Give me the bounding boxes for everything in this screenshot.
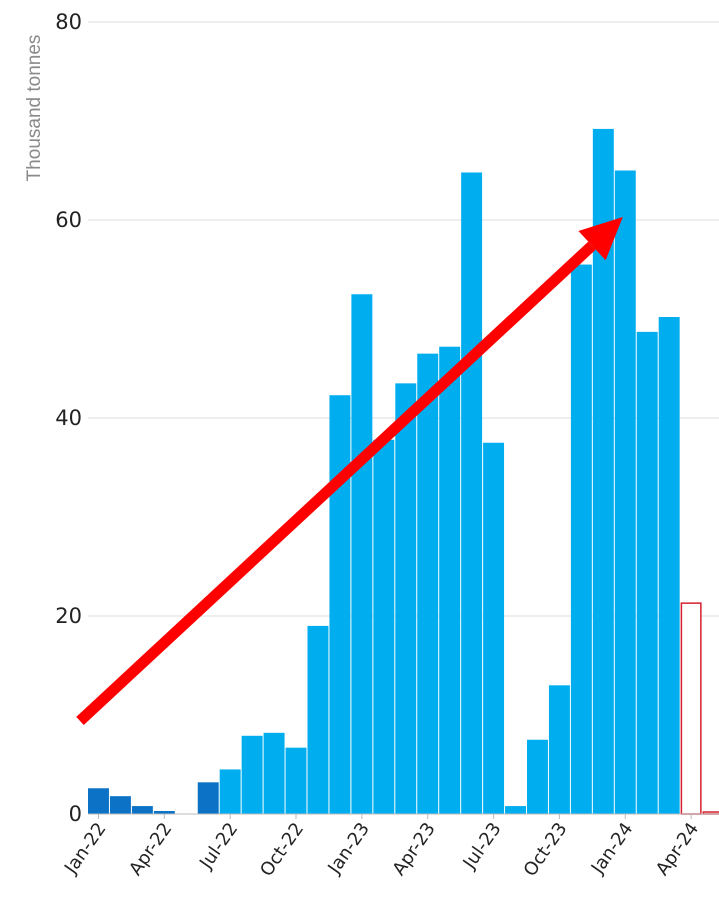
x-tick-label: Oct-23 — [520, 819, 572, 881]
bar — [570, 264, 592, 814]
bar — [373, 439, 395, 814]
bar — [461, 172, 483, 815]
bar — [527, 739, 548, 814]
bar — [439, 346, 461, 814]
y-axis-ticks: 0 20 40 60 80 — [55, 10, 82, 826]
x-tick-label: Jan-23 — [323, 819, 374, 879]
y-tick-label: 0 — [69, 802, 82, 826]
x-tick-label: Jan-24 — [587, 819, 638, 879]
bar — [88, 788, 109, 814]
y-tick-label: 20 — [55, 604, 82, 628]
bar — [505, 806, 526, 814]
bar — [285, 747, 307, 814]
bar — [658, 317, 680, 814]
y-tick-label: 80 — [55, 10, 82, 34]
bar — [197, 782, 219, 814]
bar — [263, 732, 285, 814]
bar — [636, 331, 658, 814]
x-tick-label: Jul-23 — [459, 819, 506, 874]
bar — [153, 811, 175, 814]
bar — [614, 170, 636, 814]
bar — [483, 442, 505, 814]
x-tick-label: Apr-24 — [652, 819, 703, 880]
bars — [88, 128, 719, 815]
x-tick-label: Jul-22 — [195, 819, 242, 874]
x-tick-label: Apr-22 — [125, 819, 176, 880]
bar — [109, 796, 131, 814]
arrow-head — [578, 217, 623, 261]
bar — [351, 294, 373, 814]
bar — [417, 353, 439, 814]
y-tick-label: 40 — [55, 406, 82, 430]
bar — [395, 383, 417, 814]
y-tick-label: 60 — [55, 208, 82, 232]
bar — [241, 735, 263, 814]
bar — [131, 806, 153, 814]
bar — [219, 769, 241, 814]
bar — [307, 625, 329, 814]
x-tick-label: Oct-22 — [256, 819, 308, 881]
bar — [680, 602, 702, 815]
bar — [548, 685, 570, 814]
bar — [592, 128, 614, 815]
x-tick-label: Jan-22 — [60, 819, 111, 879]
x-tick-label: Apr-23 — [389, 819, 440, 880]
y-axis-label: Thousand tonnes — [24, 35, 45, 182]
trend-arrow — [76, 217, 623, 725]
x-axis-ticks: Jan-22 Apr-22 Jul-22 Oct-22 Jan-23 Apr-23 Jul-… — [60, 814, 703, 880]
bar — [329, 395, 351, 814]
arrow-shaft — [76, 241, 596, 725]
